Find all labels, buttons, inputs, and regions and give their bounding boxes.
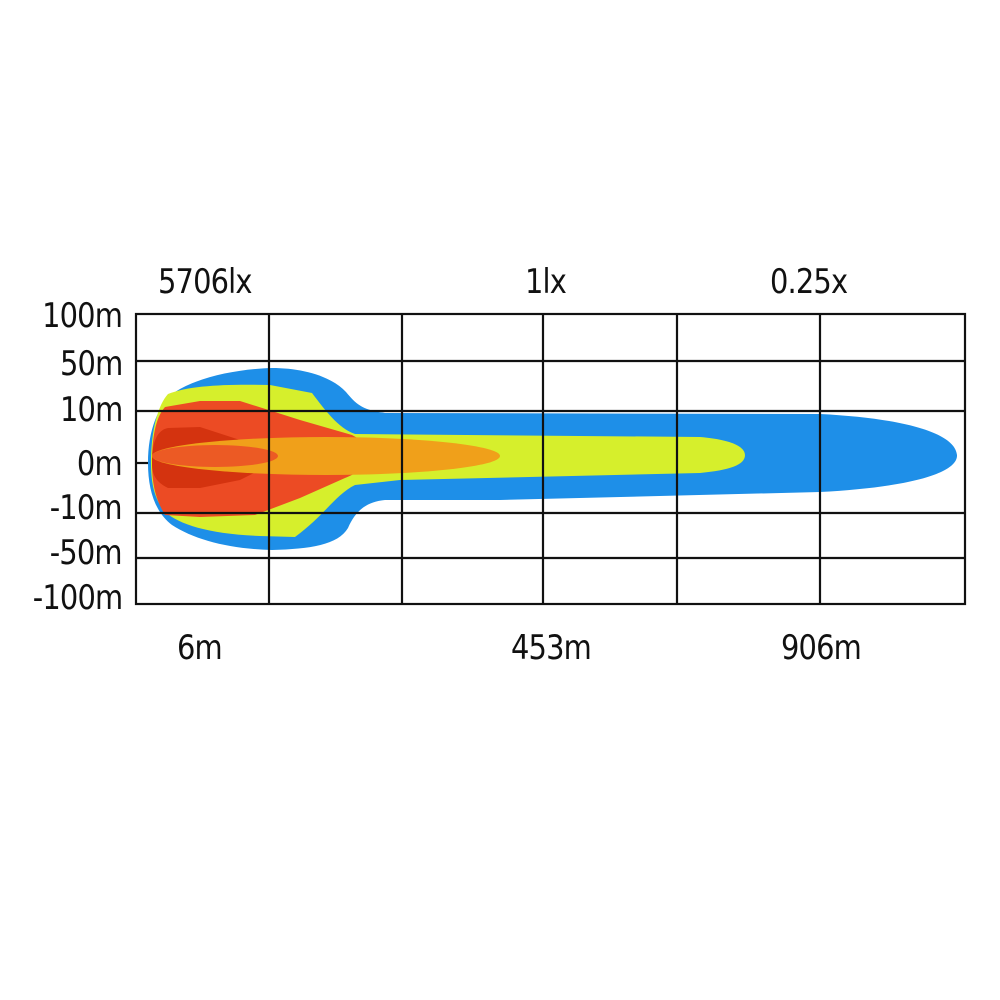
y-tick-label: -100m <box>32 578 122 618</box>
beam-hotspot-zone <box>152 445 278 467</box>
top-label-lux-1: 5706lx <box>158 262 252 302</box>
top-label-lux-2: 1lx <box>525 262 567 302</box>
y-tick-label: 0m <box>77 444 123 484</box>
plot-frame <box>134 312 967 606</box>
x-label-distance-3: 906m <box>781 628 862 668</box>
y-tick-label: -50m <box>50 533 123 573</box>
top-label-lux-3: 0.25x <box>770 262 848 302</box>
x-label-distance-1: 6m <box>177 628 223 668</box>
y-tick-label: 10m <box>59 390 123 430</box>
y-tick-label: 100m <box>42 296 123 336</box>
y-tick-label: 50m <box>59 344 123 384</box>
y-tick-label: -10m <box>50 488 123 528</box>
grid <box>134 312 967 606</box>
x-label-distance-2: 453m <box>511 628 592 668</box>
